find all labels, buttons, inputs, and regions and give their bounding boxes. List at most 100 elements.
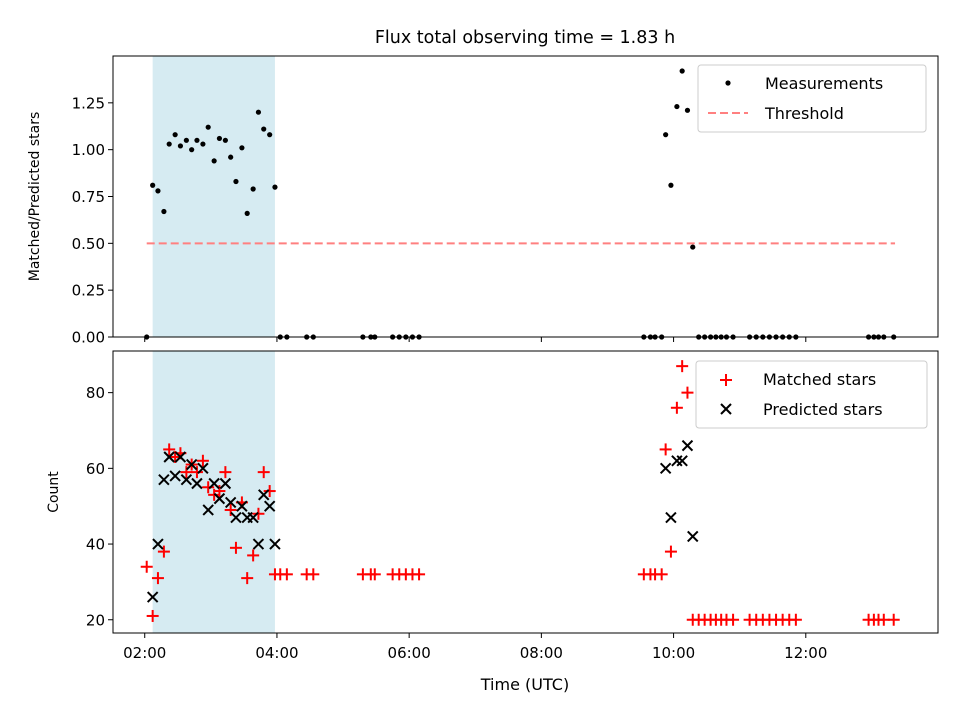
- matched-star-point: [163, 443, 176, 456]
- ratio-legend-box: [697, 64, 927, 133]
- predicted-star-point: [659, 462, 672, 475]
- chart-title: Flux total observing time = 1.83 h: [375, 28, 675, 48]
- ratio-legend: Measurements Threshold: [697, 64, 927, 133]
- predicted-star-point: [185, 458, 198, 471]
- matched-star-point: [655, 568, 668, 581]
- measurement-point: [261, 126, 267, 132]
- measurement-point: [663, 132, 669, 138]
- predicted-star-point: [252, 538, 265, 550]
- predicted-star-point: [208, 477, 220, 490]
- measurement-point: [272, 184, 278, 190]
- predicted-star-point: [169, 470, 181, 482]
- y-tick-label: 60: [86, 460, 105, 478]
- legend-predicted-label: Predicted stars: [763, 400, 883, 419]
- measurement-point: [244, 210, 250, 216]
- matched-star-point: [247, 549, 260, 562]
- ratio-y-ticks: 0.00 0.25 0.50 0.75 1.00 1.25: [72, 94, 113, 347]
- ratio-x-ticks: [144, 337, 807, 342]
- y-tick-label: 0.00: [72, 329, 105, 347]
- matched-star-point: [241, 572, 254, 585]
- predicted-star-point: [681, 439, 694, 452]
- matched-star-point: [263, 485, 276, 498]
- matched-star-point: [140, 560, 153, 573]
- y-tick-label: 0.75: [72, 188, 105, 206]
- matched-star-point: [146, 609, 159, 622]
- legend-measurements-label: Measurements: [765, 74, 883, 93]
- matched-star-point: [789, 613, 802, 626]
- measurement-point: [166, 141, 172, 147]
- predicted-star-point: [146, 591, 159, 603]
- predicted-star-point: [219, 477, 232, 490]
- matched-star-point: [224, 503, 237, 516]
- matched-star-point: [252, 507, 265, 520]
- measurement-point: [211, 158, 217, 164]
- matched-star-point: [196, 454, 209, 467]
- count-x-ticks: 02:00 04:00 06:00 08:00 10:00 12:00: [123, 633, 827, 662]
- legend-matched-marker: [720, 374, 732, 386]
- x-tick-label: 04:00: [255, 644, 298, 662]
- count-y-ticks: 20 40 60 80: [86, 384, 113, 629]
- matched-star-point: [257, 466, 270, 479]
- predicted-star-point: [258, 489, 270, 501]
- matched-star-point: [190, 466, 203, 479]
- matched-star-point: [180, 466, 193, 479]
- predicted-star-point: [224, 496, 237, 509]
- predicted-star-point: [163, 451, 175, 463]
- matched-star-point: [280, 568, 293, 581]
- predicted-star-point: [191, 477, 203, 490]
- y-tick-label: 0.25: [72, 282, 105, 300]
- count-legend-box: [695, 360, 928, 429]
- measurement-point: [228, 154, 234, 160]
- x-tick-label: 06:00: [388, 644, 431, 662]
- measurement-point: [155, 188, 161, 194]
- measurement-point: [200, 141, 206, 147]
- measurement-point: [216, 135, 223, 142]
- predicted-star-point: [230, 511, 242, 524]
- legend-predicted-marker: [720, 403, 732, 415]
- x-tick-label: 12:00: [784, 644, 827, 662]
- measurement-point: [172, 132, 178, 138]
- predicted-star-point: [247, 511, 259, 524]
- count-y-axis-label: Count: [46, 471, 62, 513]
- measurement-point: [233, 178, 239, 185]
- x-tick-label: 02:00: [123, 644, 166, 662]
- measurement-point: [183, 137, 189, 143]
- measurement-point: [177, 143, 184, 149]
- legend-measurements-marker: [725, 80, 731, 86]
- predicted-star-point: [263, 500, 276, 512]
- predicted-star-point: [665, 511, 677, 524]
- predicted-star-point: [676, 455, 688, 467]
- predicted-star-point: [671, 455, 683, 467]
- measurement-point: [679, 68, 685, 74]
- measurement-point: [674, 103, 680, 110]
- matched-star-point: [213, 485, 226, 498]
- measurement-point: [255, 109, 262, 115]
- measurement-point: [684, 107, 691, 113]
- observing-span-top: [152, 56, 275, 337]
- matched-star-point: [413, 568, 426, 581]
- ratio-panel: 0.00 0.25 0.50 0.75 1.00 1.25 Matched/Predict…: [27, 55, 939, 347]
- matched-star-point: [659, 443, 672, 456]
- matched-star-point: [157, 545, 170, 558]
- count-points: [140, 360, 900, 626]
- matched-star-point: [681, 386, 694, 399]
- measurement-point: [194, 137, 200, 143]
- measurement-point: [161, 208, 167, 215]
- measurement-point: [668, 182, 674, 188]
- matched-star-point: [727, 613, 740, 626]
- predicted-star-point: [202, 504, 214, 516]
- y-tick-label: 40: [86, 536, 105, 554]
- matched-star-point: [229, 541, 242, 554]
- legend-threshold-label: Threshold: [764, 104, 844, 123]
- y-tick-label: 0.50: [72, 235, 105, 253]
- matched-star-point: [151, 572, 164, 585]
- matched-star-point: [368, 568, 381, 581]
- measurement-points: [144, 68, 897, 340]
- matched-star-point: [664, 545, 677, 558]
- measurement-point: [205, 124, 211, 130]
- measurement-point: [189, 147, 195, 153]
- x-tick-label: 10:00: [652, 644, 695, 662]
- predicted-star-point: [213, 492, 226, 505]
